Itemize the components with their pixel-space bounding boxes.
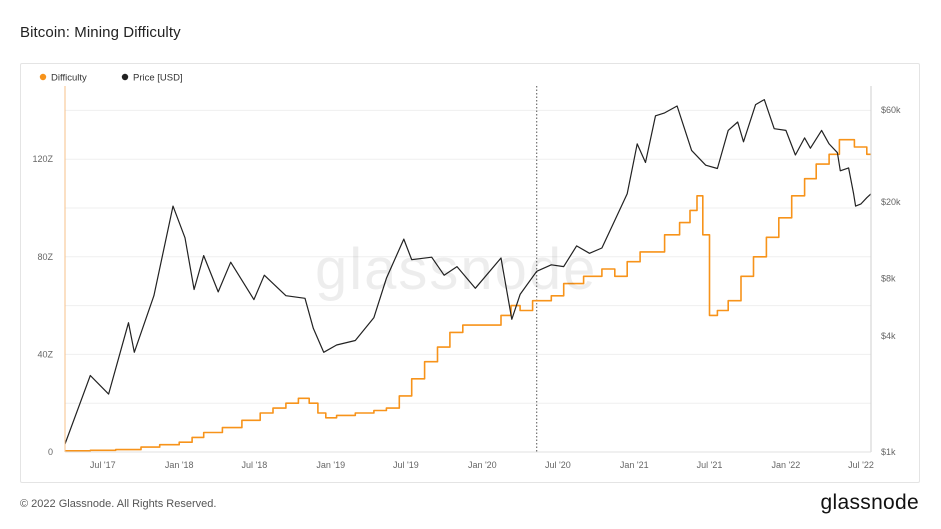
y-right-tick-label: $8k	[881, 273, 896, 283]
legend-label: Difficulty	[51, 73, 87, 84]
series-group	[64, 99, 872, 452]
x-tick-label: Jul '18	[241, 460, 267, 470]
chart-svg[interactable]: 0 40Z 80Z 120Z $1k $4k $8k $20k $60k Jul '17 Jan '…	[21, 64, 919, 482]
y-left-tick-label: 40Z	[37, 349, 53, 359]
legend-item[interactable]: Difficulty	[39, 73, 87, 84]
chart-panel: 0 40Z 80Z 120Z $1k $4k $8k $20k $60k Jul '17 Jan '…	[20, 63, 920, 483]
legend[interactable]: Difficulty Price [USD]	[39, 73, 183, 84]
y-right-tick-label: $1k	[881, 447, 896, 457]
x-tick-label: Jan '19	[316, 460, 345, 470]
copyright-text: © 2022 Glassnode. All Rights Reserved.	[20, 498, 217, 510]
grid	[65, 109, 871, 453]
y-left-tick-label: 120Z	[32, 154, 53, 164]
x-tick-label: Jul '17	[90, 460, 116, 470]
difficulty-series-line	[65, 138, 871, 452]
legend-swatch	[121, 73, 129, 81]
y-right-tick-label: $60k	[881, 105, 901, 115]
x-tick-label: Jan '21	[620, 460, 649, 470]
y-left-tick-label: 0	[48, 447, 53, 457]
legend-label: Price [USD]	[133, 73, 183, 84]
x-tick-label: Jan '20	[468, 460, 497, 470]
y-right-tick-label: $4k	[881, 331, 896, 341]
legend-item[interactable]: Price [USD]	[121, 73, 183, 84]
brand-logo[interactable]: glassnode	[820, 491, 919, 514]
x-tick-label: Jul '19	[393, 460, 419, 470]
price-series-line	[64, 99, 872, 445]
page-title: Bitcoin: Mining Difficulty	[20, 24, 181, 41]
x-tick-label: Jan '22	[771, 460, 800, 470]
x-tick-label: Jul '20	[545, 460, 571, 470]
x-tick-label: Jan '18	[165, 460, 194, 470]
x-tick-label: Jul '21	[697, 460, 723, 470]
x-tick-label: Jul '22	[848, 460, 874, 470]
axes-group: 0 40Z 80Z 120Z $1k $4k $8k $20k $60k Jul '17 Jan '…	[32, 86, 901, 470]
y-right-tick-label: $20k	[881, 197, 901, 207]
legend-swatch	[39, 73, 47, 81]
y-left-tick-label: 80Z	[37, 252, 53, 262]
